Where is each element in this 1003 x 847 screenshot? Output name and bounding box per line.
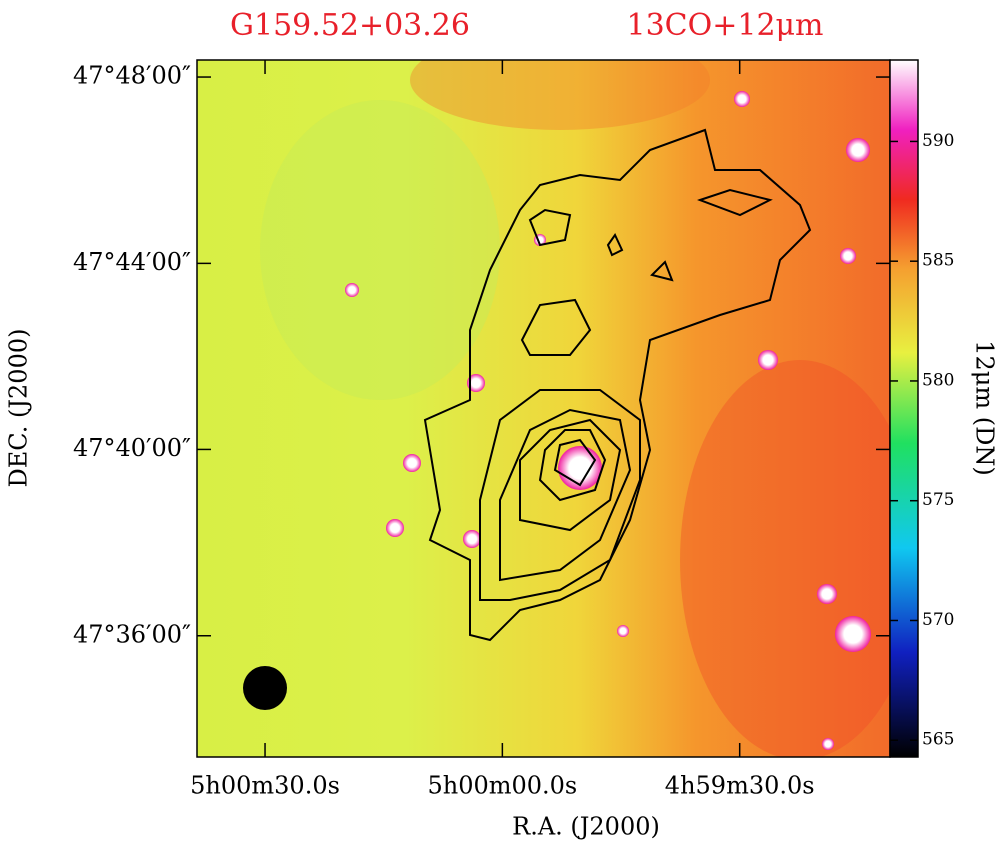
x-tick-label: 5h00m30.0s (190, 772, 340, 800)
x-tick-label: 5h00m00.0s (427, 772, 577, 800)
y-axis-label: DEC. (J2000) (5, 329, 33, 488)
colorbar-tick-label: 565 (922, 730, 954, 750)
colorbar-tick-label: 575 (922, 490, 954, 510)
subtitle: 13CO+12μm (627, 8, 824, 43)
y-tick-label: 47°44′00″ (73, 248, 191, 276)
y-tick-label: 47°48′00″ (73, 62, 191, 90)
y-tick-label: 47°36′00″ (73, 620, 191, 648)
colorbar (889, 59, 919, 758)
colorbar-tick-label: 580 (922, 370, 954, 390)
colorbar-label: 12μm (DN) (971, 340, 999, 476)
colorbar-tick-label: 590 (922, 131, 954, 151)
y-tick-label: 47°40′00″ (73, 434, 191, 462)
image (197, 60, 890, 757)
x-tick-label: 4h59m30.0s (665, 772, 815, 800)
colorbar-tick-label: 570 (922, 610, 954, 630)
colorbar-tick-label: 585 (922, 251, 954, 271)
title: G159.52+03.26 (230, 8, 470, 43)
x-axis-label: R.A. (J2000) (512, 813, 660, 841)
